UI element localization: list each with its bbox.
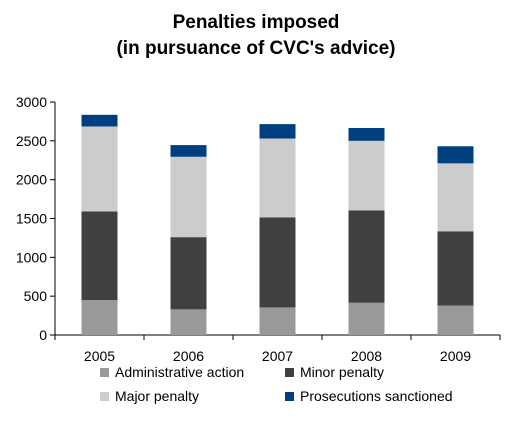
legend-swatch	[100, 368, 109, 377]
y-tick-label: 2000	[16, 172, 47, 188]
x-tick-label: 2009	[440, 348, 471, 364]
y-tick-label: 1500	[16, 211, 47, 227]
chart-title: Penalties imposed	[172, 12, 340, 33]
x-tick-label: 2006	[173, 348, 204, 364]
bar-segment	[259, 307, 296, 335]
bar-segment	[348, 210, 385, 303]
bar-segment	[259, 124, 296, 139]
chart-subtitle: (in pursuance of CVC's advice)	[116, 38, 396, 59]
y-tick-label: 500	[24, 288, 48, 304]
bar-segment	[81, 126, 118, 212]
bar-segment	[81, 300, 118, 335]
bar-segment	[348, 302, 385, 335]
bar-segment	[437, 163, 474, 232]
legend-label: Major penalty	[115, 388, 199, 404]
bar-segment	[259, 217, 296, 308]
y-tick-label: 2500	[16, 133, 47, 149]
bar-segment	[81, 114, 118, 127]
bar-segment	[170, 237, 207, 310]
bar-segment	[170, 309, 207, 335]
legend-swatch	[100, 392, 109, 401]
legend-swatch	[285, 368, 294, 377]
y-tick-label: 1000	[16, 249, 47, 265]
bar-segment	[437, 231, 474, 306]
y-tick-label: 3000	[16, 94, 47, 110]
bar-segment	[348, 128, 385, 141]
x-tick-label: 2007	[262, 348, 293, 364]
legend-label: Prosecutions sanctioned	[300, 388, 453, 404]
legend-label: Administrative action	[115, 364, 244, 380]
x-tick-label: 2005	[84, 348, 115, 364]
x-tick-label: 2008	[351, 348, 382, 364]
bar-segment	[170, 156, 207, 238]
bar-segment	[259, 138, 296, 218]
bar-segment	[437, 146, 474, 164]
bar-segment	[81, 211, 118, 301]
bar-segment	[348, 140, 385, 211]
y-tick-label: 0	[39, 327, 47, 343]
bar-segment	[170, 145, 207, 157]
bar-segment	[437, 305, 474, 335]
legend-label: Minor penalty	[300, 364, 384, 380]
legend-swatch	[285, 392, 294, 401]
